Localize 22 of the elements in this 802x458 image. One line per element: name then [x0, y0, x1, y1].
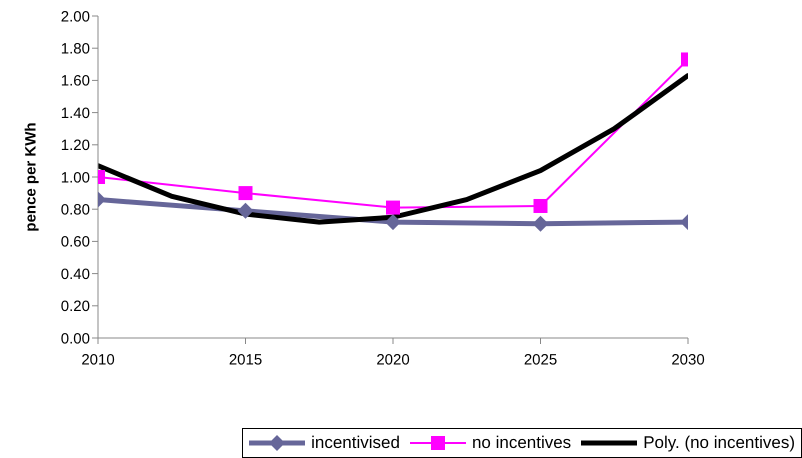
x-tick-label: 2025	[524, 352, 558, 369]
y-tick-label: 0.80	[60, 202, 90, 219]
point	[385, 214, 401, 230]
y-tick-label: 1.60	[60, 72, 90, 90]
y-tick-label: 1.80	[60, 40, 90, 58]
x-tick-label: 2010	[81, 352, 115, 369]
y-tick-label: 1.20	[60, 137, 90, 154]
y-axis-title: pence per KWh	[22, 122, 40, 232]
legend-label: incentivised	[311, 433, 400, 453]
point	[386, 200, 400, 215]
x-tick-label: 2020	[376, 352, 410, 369]
legend-label: Poly. (no incentives)	[643, 433, 795, 453]
y-tick-label: 1.40	[60, 104, 90, 122]
y-tick-label: 1.00	[60, 169, 90, 186]
x-tick-label: 2030	[671, 352, 705, 369]
y-tick-label: 0.60	[60, 234, 90, 251]
x-tick-label: 2015	[228, 352, 262, 369]
y-tick-label: 0.20	[60, 298, 90, 316]
y-tick-label: 2.00	[60, 8, 90, 26]
y-tick-label: 0.00	[60, 330, 90, 348]
legend-label: no incentives	[472, 433, 572, 453]
y-tick-label: 0.40	[60, 266, 90, 283]
